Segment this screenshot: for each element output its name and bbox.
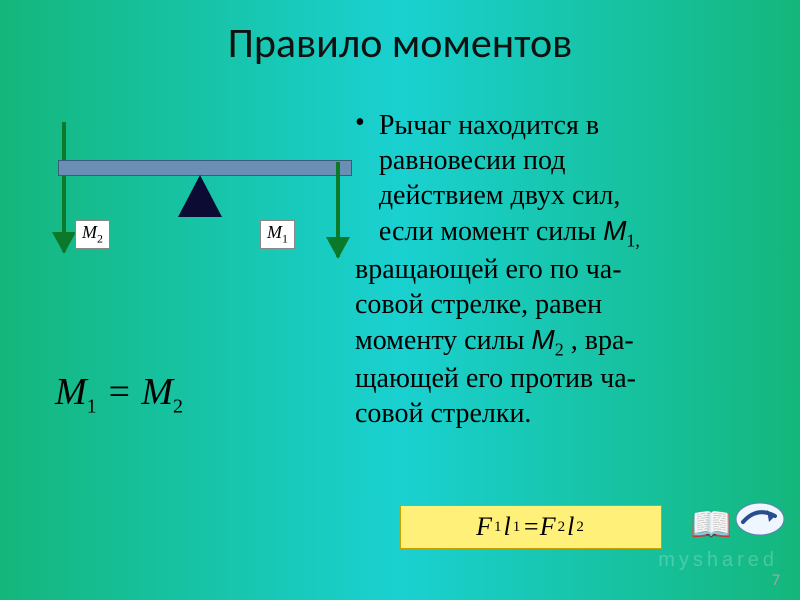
- eq-lhs-sub: 1: [87, 396, 97, 418]
- label-m1-sub: 1: [282, 232, 288, 246]
- body-line-7: моменту силы М2 , вра-: [355, 322, 775, 361]
- body-line-9: совой стрелки.: [355, 396, 775, 431]
- formula-box: F1l1 = F2l2: [400, 505, 662, 549]
- eq-lhs-var: M: [55, 371, 87, 413]
- next-slide-icon[interactable]: [735, 500, 785, 538]
- formula-F1: F: [476, 512, 492, 542]
- body-line-3: действием двух сил,: [379, 178, 640, 213]
- eq-rhs-var: M: [141, 371, 173, 413]
- slide: Правило моментов M2 M1 M1 = M2 • Рычаг н…: [0, 0, 800, 600]
- body-line-4-sub: 1,: [626, 231, 640, 251]
- formula-l2: l: [567, 512, 574, 542]
- bullet-icon: •: [355, 108, 365, 252]
- label-m2-sub: 2: [97, 232, 103, 246]
- label-m2: M2: [75, 220, 110, 249]
- fulcrum: [178, 175, 222, 217]
- body-line-5: вращающей его по ча-: [355, 252, 775, 287]
- body-line-7b: , вра-: [564, 325, 634, 356]
- book-icon[interactable]: 📖: [690, 505, 732, 545]
- body-line-7-sub: 2: [555, 340, 564, 360]
- formula-l1-sub: 1: [511, 519, 523, 536]
- body-line-7-var: М: [531, 324, 554, 355]
- label-m1-var: M: [267, 222, 282, 242]
- slide-title: Правило моментов: [0, 0, 800, 69]
- formula-eq: =: [522, 512, 540, 542]
- body-line-6: совой стрелке, равен: [355, 287, 775, 322]
- body-line-4-var: М: [603, 215, 626, 246]
- force-arrow-left: [62, 122, 66, 252]
- formula-F1-sub: 1: [492, 519, 504, 536]
- label-m1: M1: [260, 220, 295, 249]
- formula-F2-sub: 2: [556, 519, 568, 536]
- lever-diagram: [30, 120, 380, 290]
- body-line-4: если момент силы М1,: [379, 213, 640, 252]
- body-line-7a: моменту силы: [355, 325, 531, 356]
- body-line-4a: если момент силы: [379, 216, 603, 247]
- body-lines: Рычаг находится в равновесии под действи…: [379, 108, 640, 252]
- formula-l1: l: [503, 512, 510, 542]
- equation-moments: M1 = M2: [55, 370, 183, 419]
- label-m2-var: M: [82, 222, 97, 242]
- body-text: • Рычаг находится в равновесии под дейст…: [355, 108, 775, 431]
- page-number: 7: [772, 571, 780, 590]
- lever-bar: [58, 160, 352, 176]
- body-line-8: щающей его против ча-: [355, 361, 775, 396]
- watermark: myshared: [658, 549, 778, 572]
- eq-rhs-sub: 2: [173, 396, 183, 418]
- eq-sign: =: [97, 371, 142, 413]
- force-arrow-right: [336, 162, 340, 257]
- formula-l2-sub: 2: [574, 519, 586, 536]
- body-line-2: равновесии под: [379, 143, 640, 178]
- formula-F2: F: [540, 512, 556, 542]
- body-line-1: Рычаг находится в: [379, 108, 640, 143]
